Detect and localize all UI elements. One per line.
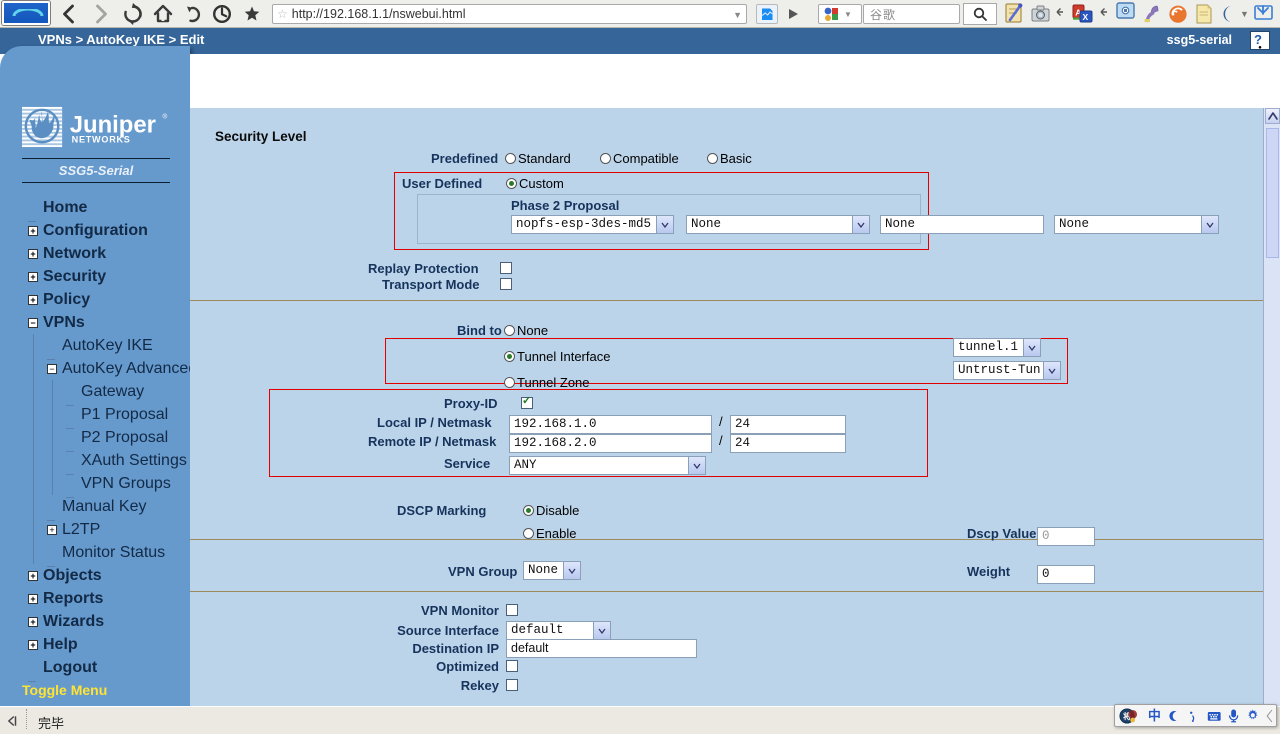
svg-text:®: ® <box>162 112 167 120</box>
svg-text:?: ? <box>1254 33 1262 47</box>
svg-text:X: X <box>1083 12 1089 22</box>
svg-text:中: 中 <box>1148 708 1161 723</box>
svg-text:NETWORKS: NETWORKS <box>72 134 131 144</box>
